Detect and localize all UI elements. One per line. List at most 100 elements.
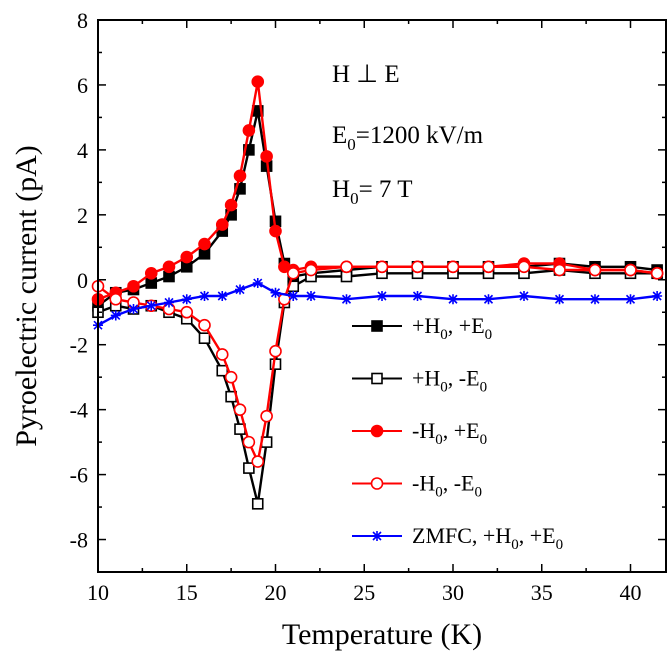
- series-4-point: [411, 260, 424, 274]
- legend-label-sub: 0: [440, 380, 448, 396]
- legend-label: -H0, +E0: [412, 418, 487, 448]
- series-5-point: [625, 294, 636, 305]
- y-tick-label: 2: [77, 203, 88, 228]
- series-4-point: [260, 409, 273, 423]
- series-2-point: [198, 332, 211, 345]
- series-5-point: [448, 294, 458, 305]
- series-5: [93, 278, 663, 331]
- legend-label-part: , -E: [443, 471, 475, 496]
- series-4-point: [482, 260, 495, 274]
- legend-marker: [370, 424, 384, 438]
- legend-entry: -H0, +E0: [352, 418, 487, 448]
- tick-layer: 10 15 20 25 30 35 40 -8 -6 -4 -2 0 2 4 6 8: [70, 8, 666, 605]
- legend-label-sub: 0: [440, 327, 448, 343]
- legend-label-sub: 0: [485, 327, 493, 343]
- series-5-point: [164, 297, 174, 308]
- x-tick-label: 40: [620, 580, 642, 605]
- series-4-point: [251, 455, 265, 468]
- orientation-annotation: H ⊥ E: [332, 61, 400, 88]
- legend-label-sub: 0: [556, 537, 564, 553]
- series-2-point: [216, 364, 229, 377]
- series-5-point: [199, 291, 210, 301]
- x-tick-label: 20: [265, 580, 287, 605]
- series-3-point: [251, 75, 265, 88]
- y-tick-label: 0: [77, 268, 88, 293]
- series-4-point: [650, 266, 664, 280]
- series-3-point: [233, 169, 247, 183]
- series-2-point: [243, 462, 255, 474]
- field-e-annotation: E0=1200 kV/m: [332, 122, 484, 154]
- series-3-point: [269, 224, 282, 238]
- legend-label-part: +H: [412, 366, 440, 391]
- series-5-point: [483, 294, 494, 305]
- series-3-point: [162, 260, 176, 274]
- series-5-point: [306, 291, 316, 301]
- legend-entry: -H0, -E0: [352, 471, 482, 501]
- legend-label: +H0, +E0: [412, 313, 492, 343]
- series-5-point: [519, 291, 529, 301]
- series-4-point: [242, 435, 256, 449]
- series-3-point: [215, 218, 229, 231]
- series-5-point: [146, 300, 157, 311]
- y-tick-label: -6: [70, 463, 88, 488]
- series-5-point: [377, 291, 387, 301]
- series-4-point: [286, 266, 300, 280]
- series-5-point: [590, 294, 600, 305]
- legend-marker: [371, 372, 383, 385]
- series-4-point: [446, 260, 460, 274]
- series-5-point: [341, 294, 352, 305]
- legend-label-sub: 0: [480, 432, 488, 448]
- legend-entry: +H0, -E0: [352, 366, 487, 396]
- field-e-main: E: [332, 122, 347, 149]
- field-e-rest: =1200 kV/m: [356, 122, 484, 149]
- series-4-point: [198, 318, 211, 332]
- series-4-point: [233, 403, 247, 416]
- legend-label-part: , +E: [443, 418, 480, 443]
- x-tick-label: 35: [531, 580, 553, 605]
- legend-label-sub: 0: [511, 537, 519, 553]
- legend-marker: [371, 320, 383, 332]
- legend-label-part: +H: [412, 313, 440, 338]
- legend-label-part: -H: [412, 418, 435, 443]
- plot-frame: [97, 19, 667, 573]
- series-4-point: [553, 263, 566, 277]
- series-3-point: [198, 237, 211, 251]
- legend-label: -H0, -E0: [412, 471, 482, 501]
- field-h-rest: = 7 T: [359, 176, 413, 203]
- legend-entry: +H0, +E0: [352, 313, 492, 343]
- legend-marker: [370, 477, 384, 490]
- series-2-line: [97, 268, 658, 505]
- field-h-annotation: H0= 7 T: [332, 176, 412, 208]
- series-4-point: [269, 344, 282, 358]
- series-3-point: [260, 150, 273, 163]
- series-3-point: [144, 266, 158, 280]
- x-tick-label: 30: [442, 580, 464, 605]
- legend-label-sub: 0: [474, 485, 482, 501]
- series-4-point: [109, 292, 123, 306]
- series-5-point: [217, 291, 228, 301]
- legend-label-sub: 0: [435, 485, 443, 501]
- series-4-point: [304, 263, 318, 277]
- y-tick-label: -4: [70, 398, 88, 423]
- series-2-point: [251, 498, 264, 510]
- x-tick-label: 15: [176, 580, 198, 605]
- series-4-point: [215, 348, 229, 361]
- series-4-point: [180, 305, 194, 319]
- series-5-point: [252, 278, 263, 289]
- series-5-point: [554, 294, 565, 305]
- series-5-point: [288, 291, 299, 301]
- series-5-point: [412, 291, 423, 301]
- series-5-point: [652, 291, 663, 301]
- series-5-point: [270, 287, 281, 298]
- legend-label-part: , +E: [519, 523, 556, 548]
- legend-label: +H0, -E0: [412, 366, 487, 396]
- series-3-point: [180, 250, 194, 264]
- series-5-point: [181, 294, 192, 305]
- legend-label: ZMFC, +H0, +E0: [412, 523, 563, 553]
- y-tick-label: 4: [77, 138, 88, 163]
- y-tick-label: -2: [70, 333, 88, 358]
- y-tick-label: 6: [77, 73, 88, 98]
- legend-label-part: , +E: [448, 313, 485, 338]
